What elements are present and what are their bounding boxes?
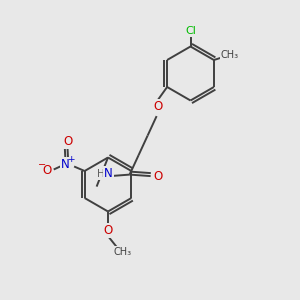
Text: O: O xyxy=(153,100,162,113)
Text: O: O xyxy=(43,164,52,177)
Text: −: − xyxy=(38,160,46,170)
Text: O: O xyxy=(64,135,73,148)
Text: Cl: Cl xyxy=(185,26,196,37)
Text: CH₃: CH₃ xyxy=(114,247,132,257)
Text: O: O xyxy=(154,169,163,183)
Text: N: N xyxy=(61,158,70,171)
Text: H: H xyxy=(97,169,105,179)
Text: O: O xyxy=(103,224,112,237)
Text: +: + xyxy=(68,154,75,164)
Text: CH₃: CH₃ xyxy=(220,50,238,61)
Text: N: N xyxy=(104,167,113,180)
